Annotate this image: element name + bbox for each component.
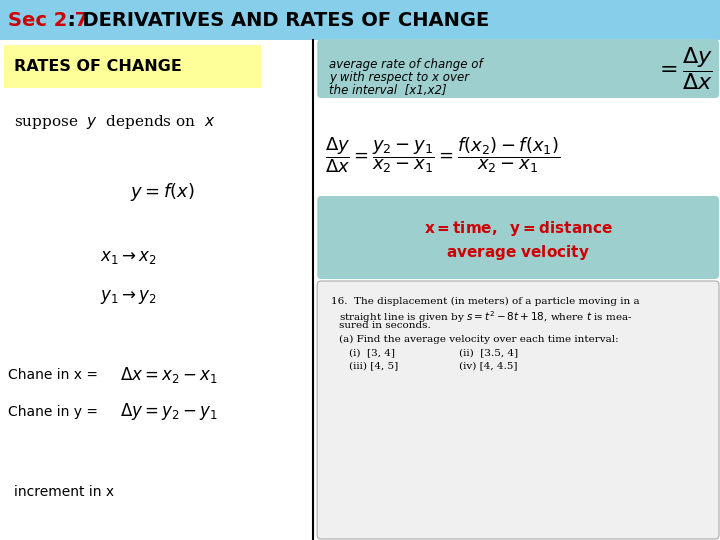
Bar — [0, 0, 720, 40]
Text: 16.  The displacement (in meters) of a particle moving in a: 16. The displacement (in meters) of a pa… — [331, 297, 640, 306]
Text: sured in seconds.: sured in seconds. — [339, 321, 431, 330]
Text: $x_1 \rightarrow x_2$: $x_1 \rightarrow x_2$ — [100, 249, 157, 267]
Text: $y_1 \rightarrow y_2$: $y_1 \rightarrow y_2$ — [100, 288, 157, 306]
Text: $\dfrac{\Delta y}{\Delta x} = \dfrac{y_2 - y_1}{x_2 - x_1} = \dfrac{f(x_2) - f(x: $\dfrac{\Delta y}{\Delta x} = \dfrac{y_2… — [325, 135, 560, 175]
Text: (iii) [4, 5]: (iii) [4, 5] — [349, 361, 398, 370]
Text: (iv) [4, 4.5]: (iv) [4, 4.5] — [459, 361, 518, 370]
Text: Sec 2.7: Sec 2.7 — [8, 10, 89, 30]
Text: straight line is given by $s = t^2 - 8t + 18$, where $t$ is mea-: straight line is given by $s = t^2 - 8t … — [339, 309, 633, 325]
Text: suppose  $y$  depends on  $x$: suppose $y$ depends on $x$ — [14, 113, 215, 131]
FancyBboxPatch shape — [318, 39, 719, 98]
Text: $\mathbf{average\ velocity}$: $\mathbf{average\ velocity}$ — [446, 243, 590, 262]
Text: (a) Find the average velocity over each time interval:: (a) Find the average velocity over each … — [339, 335, 618, 344]
Text: $\Delta x = x_2 - x_1$: $\Delta x = x_2 - x_1$ — [120, 365, 218, 385]
Text: increment in x: increment in x — [14, 485, 114, 499]
Text: average rate of change of: average rate of change of — [329, 58, 483, 71]
Text: the interval  [x1,x2]: the interval [x1,x2] — [329, 84, 447, 97]
Text: $y = f(x)$: $y = f(x)$ — [130, 181, 194, 203]
Text: y with respect to x over: y with respect to x over — [329, 71, 469, 84]
Text: (ii)  [3.5, 4]: (ii) [3.5, 4] — [459, 348, 518, 357]
Text: Chane in y =: Chane in y = — [8, 405, 98, 419]
Text: $\Delta y = y_2 - y_1$: $\Delta y = y_2 - y_1$ — [120, 402, 218, 422]
Text: Chane in x =: Chane in x = — [8, 368, 98, 382]
Text: $\mathbf{x= time,\ \ y = distance}$: $\mathbf{x= time,\ \ y = distance}$ — [423, 219, 613, 238]
FancyBboxPatch shape — [318, 196, 719, 279]
Text: : DERIVATIVES AND RATES OF CHANGE: : DERIVATIVES AND RATES OF CHANGE — [68, 10, 490, 30]
Text: (i)  [3, 4]: (i) [3, 4] — [349, 348, 395, 357]
FancyBboxPatch shape — [318, 281, 719, 539]
FancyBboxPatch shape — [4, 45, 261, 88]
Text: $= \dfrac{\Delta y}{\Delta x}$: $= \dfrac{\Delta y}{\Delta x}$ — [655, 45, 713, 92]
Text: RATES OF CHANGE: RATES OF CHANGE — [14, 59, 182, 74]
